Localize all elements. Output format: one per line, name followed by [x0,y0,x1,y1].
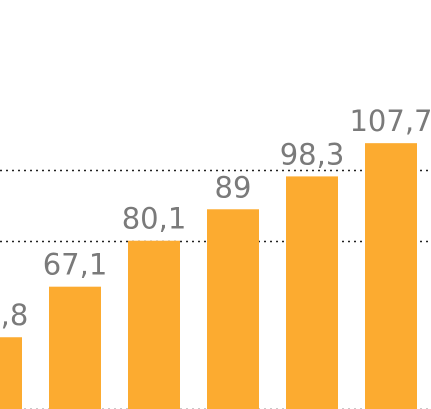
data-label-1: 67,1 [43,248,108,282]
bars [0,143,417,409]
bar-3 [207,209,259,409]
bar-5 [365,143,417,409]
data-label-3: 89 [215,170,252,204]
data-label-2: 80,1 [122,202,187,236]
bar-0 [0,337,22,409]
bar-2 [128,240,180,409]
bar-1 [49,286,101,409]
bar-4 [286,176,338,409]
data-label-5: 107,7 [349,104,431,138]
data-label-4: 98,3 [280,137,345,171]
data-label-0: 52,8 [0,298,28,332]
